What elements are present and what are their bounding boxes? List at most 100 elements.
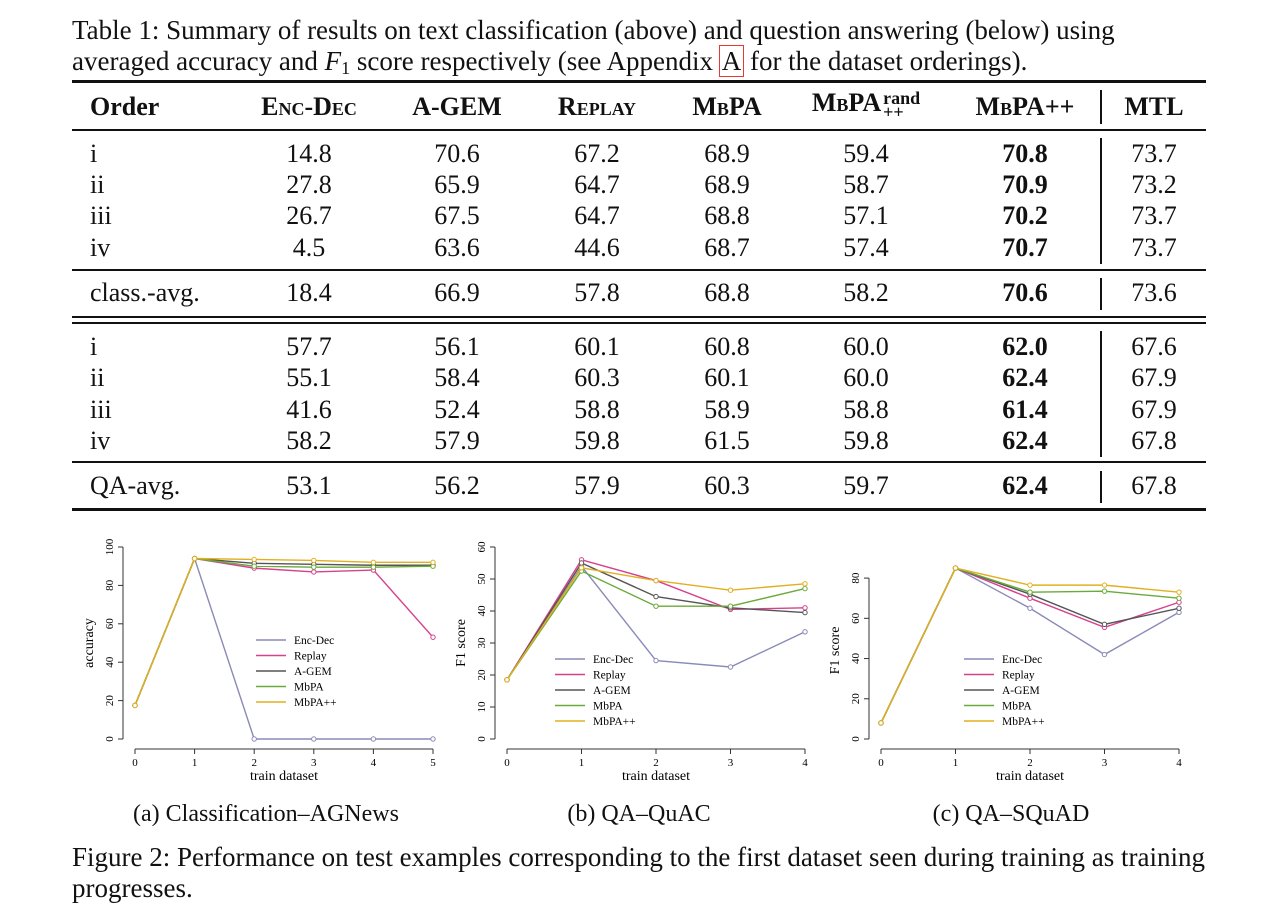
table-caption: Table 1: Summary of results on text clas… <box>72 15 1217 84</box>
chart-qa-quac: 0 10 20 30 40 50 60 0 1 2 3 4 train dataset F1 score E… <box>452 525 832 795</box>
table-caption-label: Table 1: <box>72 15 160 45</box>
x-tick-label: 1 <box>192 757 198 769</box>
data-point <box>727 603 734 609</box>
header-mbpa-pp: MbPA++ <box>975 92 1075 121</box>
class-row-value: 57.1 <box>843 201 889 230</box>
class-row-order: ii <box>90 170 105 199</box>
x-tick-label: 3 <box>1102 757 1108 769</box>
series-line-enc-dec <box>134 556 433 740</box>
class-row-value: 64.7 <box>574 170 620 199</box>
mtl-separator-qa <box>1100 331 1102 457</box>
y-axis-label: F1 score <box>454 619 469 667</box>
class-row-order: iv <box>90 233 111 262</box>
qa-avg-row-value: 67.8 <box>1131 471 1177 500</box>
qa-row-value: 60.1 <box>574 332 620 361</box>
qa-row-value: 62.4 <box>1002 426 1048 455</box>
legend-label: MbPA++ <box>1002 716 1045 728</box>
figure-caption: Figure 2: Performance on test examples c… <box>72 842 1217 904</box>
class-rows-rule <box>72 269 1206 271</box>
class-row-value: 68.7 <box>704 233 750 262</box>
data-point <box>653 593 659 600</box>
qa-row-value: 61.4 <box>1002 395 1048 424</box>
header-mtl: MTL <box>1124 92 1184 121</box>
data-point <box>878 720 884 726</box>
class-avg-row-value: 18.4 <box>286 278 332 307</box>
y-tick-label: 0 <box>104 736 116 742</box>
table-top-rule <box>72 80 1206 83</box>
class-avg-row-order: class.-avg. <box>90 278 200 307</box>
data-point <box>727 664 734 670</box>
legend-label: MbPA++ <box>294 697 337 709</box>
data-point <box>578 565 585 571</box>
legend-label: MbPA <box>294 682 324 694</box>
class-row-value: 68.9 <box>704 139 750 168</box>
legend-label: MbPA <box>593 701 623 713</box>
header-mbpa-rand-sub: ++ <box>883 102 904 123</box>
header-order: Order <box>90 92 160 121</box>
data-point <box>430 559 436 566</box>
x-tick-label: 0 <box>504 757 510 769</box>
x-tick-label: 1 <box>953 757 959 769</box>
qa-row-value: 58.8 <box>843 395 889 424</box>
header-agem: A-GEM <box>412 92 502 121</box>
class-row-value: 67.5 <box>434 201 480 230</box>
subcaption-c: (c) QA–SQuAD <box>932 801 1090 827</box>
qa-avg-row-value: 60.3 <box>704 471 750 500</box>
y-tick-label: 60 <box>476 541 488 553</box>
data-point <box>251 736 257 742</box>
qa-row-value: 67.9 <box>1131 395 1177 424</box>
data-point <box>430 634 436 640</box>
qa-row-value: 60.0 <box>843 363 889 392</box>
qa-row-value: 55.1 <box>286 363 332 392</box>
qa-avg-row-value: 62.4 <box>1002 471 1048 500</box>
x-tick-label: 2 <box>1027 757 1033 769</box>
data-point <box>251 563 257 569</box>
qa-row-order: iii <box>90 395 112 424</box>
series-line-a-gem <box>134 557 433 706</box>
class-row-value: 68.8 <box>704 201 750 230</box>
figure-caption-label: Figure 2: <box>72 842 171 872</box>
subcaption-b: (b) QA–QuAC <box>567 801 711 827</box>
qa-row-value: 58.4 <box>434 363 480 392</box>
y-tick-label: 60 <box>104 618 116 630</box>
class-row-value: 27.8 <box>286 170 332 199</box>
header-replay: Replay <box>557 92 637 121</box>
data-point <box>311 557 317 564</box>
x-axis-label: train dataset <box>622 769 690 784</box>
class-row-value: 4.5 <box>292 233 326 262</box>
data-point <box>727 587 734 593</box>
x-tick-label: 4 <box>371 757 377 769</box>
class-row-value: 64.7 <box>574 201 620 230</box>
class-row-value: 59.4 <box>843 139 889 168</box>
mtl-separator-class <box>1100 138 1102 264</box>
figure-caption-text: Performance on test examples correspondi… <box>72 842 1205 903</box>
y-tick-label: 30 <box>476 637 488 649</box>
y-tick-label: 40 <box>104 656 116 668</box>
class-row-value: 70.9 <box>1002 170 1048 199</box>
y-axis-label: F1 score <box>828 627 843 675</box>
table-caption-text-1: Summary of results on text classificatio… <box>72 15 1115 76</box>
qa-row-value: 60.1 <box>704 363 750 392</box>
qa-row-value: 67.8 <box>1131 426 1177 455</box>
y-tick-label: 20 <box>104 695 116 707</box>
legend-label: Replay <box>1002 670 1035 682</box>
class-row-order: i <box>90 139 98 168</box>
y-tick-label: 100 <box>104 538 116 555</box>
qa-avg-row-value: 56.2 <box>434 471 480 500</box>
series-line-mbpa <box>134 557 434 706</box>
class-avg-row-value: 73.6 <box>1131 278 1177 307</box>
class-row-value: 68.9 <box>704 170 750 199</box>
x-tick-label: 3 <box>728 757 734 769</box>
class-avg-row-value: 57.8 <box>574 278 620 307</box>
qa-row-value: 41.6 <box>286 395 332 424</box>
class-row-value: 26.7 <box>286 201 332 230</box>
class-row-value: 73.7 <box>1131 139 1177 168</box>
table-caption-text-2: score respectively (see Appendix <box>350 46 720 76</box>
header-enc-dec: Enc-Dec <box>261 92 357 121</box>
table-header-rule <box>72 129 1206 131</box>
mtl-separator-header <box>1100 90 1102 124</box>
series-line-replay <box>134 557 434 706</box>
class-row-value: 73.7 <box>1131 233 1177 262</box>
appendix-link[interactable]: A <box>718 45 745 77</box>
y-axis-label: accuracy <box>82 618 97 668</box>
